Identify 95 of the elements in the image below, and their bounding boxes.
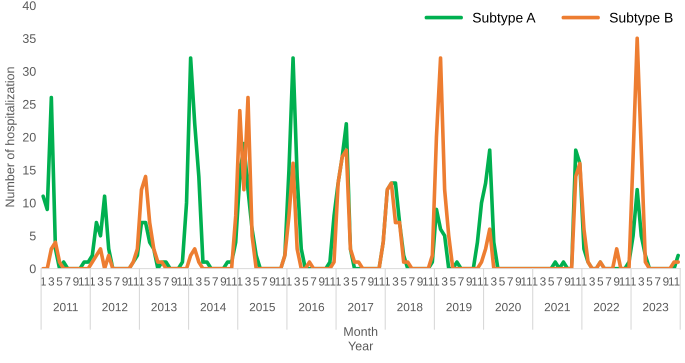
y-tick-label: 5	[30, 232, 36, 240]
x-tick-label: 11	[521, 277, 532, 286]
text: 2012	[102, 302, 128, 312]
x-tick-label: 5	[450, 277, 456, 286]
x-tick-label: 5	[302, 277, 308, 286]
x-tick-label: 9	[122, 277, 128, 286]
x-tick-label: 3	[48, 277, 54, 286]
x-tick-label: 11	[472, 277, 483, 286]
x-tick-label: 9	[614, 277, 620, 286]
x-tick-label: 5	[352, 277, 358, 286]
x-tick-label: 9	[270, 277, 276, 286]
x-tick-label: 7	[654, 277, 660, 286]
x-tick-label: 7	[409, 277, 415, 286]
x-tick-label: 5	[253, 277, 259, 286]
text: 2014	[200, 302, 226, 312]
x-tick-label: 3	[392, 277, 398, 286]
y-tick-label: 15	[23, 166, 36, 175]
x-tick-label: 9	[319, 277, 324, 286]
x-tick-label: 3	[146, 277, 152, 286]
x-tick-label: 1	[434, 277, 440, 286]
x-tick-label: 9	[564, 277, 570, 286]
x-tick-label: 5	[400, 277, 406, 286]
x-tick-label: 3	[245, 277, 251, 286]
x-tick-label: 3	[589, 277, 595, 286]
x-tick-label: 7	[212, 277, 218, 286]
text: 2011	[54, 302, 78, 312]
x-tick-label: 9	[417, 277, 423, 286]
x-tick-label: 11	[374, 277, 385, 286]
x-tick-label: 9	[663, 277, 669, 286]
x-tick-label: 11	[668, 277, 680, 286]
x-tick-label: 9	[516, 277, 522, 286]
x-tick-label: 7	[606, 277, 612, 286]
x-tick-label: 7	[556, 277, 562, 286]
x-axis-title: Month Year	[344, 326, 378, 350]
x-tick-label: 7	[262, 277, 268, 286]
x-tick-label: 3	[490, 277, 497, 286]
x-tick-label: 3	[638, 277, 644, 286]
x-tick-label: 11	[570, 277, 582, 286]
x-tick-label: 11	[276, 277, 286, 286]
x-tick-label: 1	[286, 277, 292, 286]
x-tick-label: 9	[220, 277, 226, 286]
y-tick-label: 0	[30, 264, 36, 274]
x-tick-label: 11	[78, 277, 90, 286]
x-tick-label: 3	[98, 277, 104, 286]
y-axis-title: Number of hospitalization	[5, 67, 17, 207]
x-tick-label: 5	[56, 277, 62, 286]
x-tick-label: 9	[466, 277, 472, 286]
x-tick-label: 11	[177, 277, 188, 286]
x-tick-label: 9	[368, 277, 374, 286]
x-tick-label: 7	[458, 277, 464, 286]
x-tick-label: 1	[582, 277, 587, 286]
x-tick-label: 7	[163, 277, 169, 286]
x-tick-label: 11	[226, 277, 238, 286]
y-tick-label: 10	[23, 198, 36, 208]
x-tick-label: 5	[204, 277, 210, 286]
text: 2020	[496, 302, 521, 312]
text: 2021	[544, 302, 570, 312]
x-tick-label: 9	[172, 277, 177, 286]
x-tick-label: 1	[139, 277, 144, 286]
x-tick-label: 5	[598, 277, 604, 286]
y-tick-label: 35	[22, 34, 36, 43]
text: 2023	[643, 302, 668, 312]
y-tick-label: 30	[22, 67, 36, 76]
x-tick-label: 5	[499, 277, 505, 286]
x-tick-label: 5	[106, 277, 112, 286]
x-tick-label: 11	[423, 277, 434, 286]
y-tick-label: 25	[22, 100, 36, 109]
x-tick-label: 3	[442, 277, 448, 286]
x-tick-label: 7	[310, 277, 316, 286]
text: 2022	[594, 302, 619, 312]
x-tick-label: 5	[155, 277, 161, 286]
x-tick-label: 3	[343, 277, 350, 286]
y-tick-label: 20	[22, 132, 36, 142]
x-tick-label: 5	[548, 277, 554, 286]
text: 2013	[151, 302, 177, 312]
text: 2017	[348, 302, 374, 312]
x-tick-label: 9	[73, 277, 79, 286]
x-tick-label: 3	[196, 277, 202, 286]
x-tick-label: 11	[128, 277, 139, 286]
x-tick-label: 5	[646, 277, 652, 286]
x-tick-label: 7	[508, 277, 513, 286]
x-tick-label: 3	[294, 277, 300, 286]
text: 2016	[298, 302, 324, 312]
text: 2019	[446, 302, 472, 312]
legend-label: Subtype B	[610, 12, 673, 26]
text: 2015	[250, 302, 275, 312]
x-tick-label: 3	[540, 277, 546, 286]
x-tick-label: 7	[114, 277, 120, 286]
x-tick-label: 11	[620, 277, 630, 286]
y-tick-label: 40	[22, 1, 36, 10]
legend-label: Subtype A	[472, 12, 536, 26]
x-tick-label: 11	[324, 277, 336, 286]
x-tick-label: 7	[65, 277, 70, 286]
x-tick-label: 7	[360, 277, 366, 286]
text: 2018	[397, 302, 422, 312]
